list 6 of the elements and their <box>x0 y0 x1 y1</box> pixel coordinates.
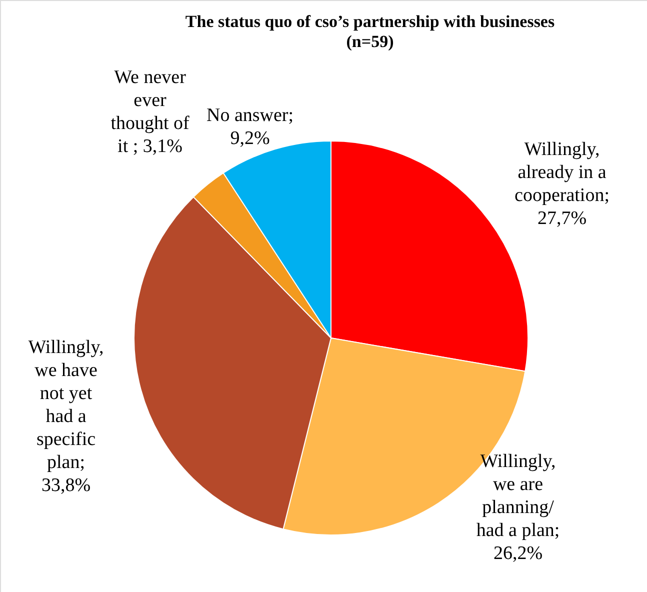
slice-label: No answer; 9,2% <box>206 105 294 149</box>
slice-label: Willingly, we are planning/ had a plan; 26,2% <box>476 451 560 564</box>
slice-label: We never ever thought of it ; 3,1% <box>110 67 190 157</box>
chart-title: The status quo of cso’s partnership with businesses (n=59) <box>185 12 555 51</box>
slice-label: Willingly, we have not yet had a specific plan; 33,8% <box>28 337 104 496</box>
slice-label: Willingly, already in a cooperation; 27,7% <box>514 139 610 229</box>
